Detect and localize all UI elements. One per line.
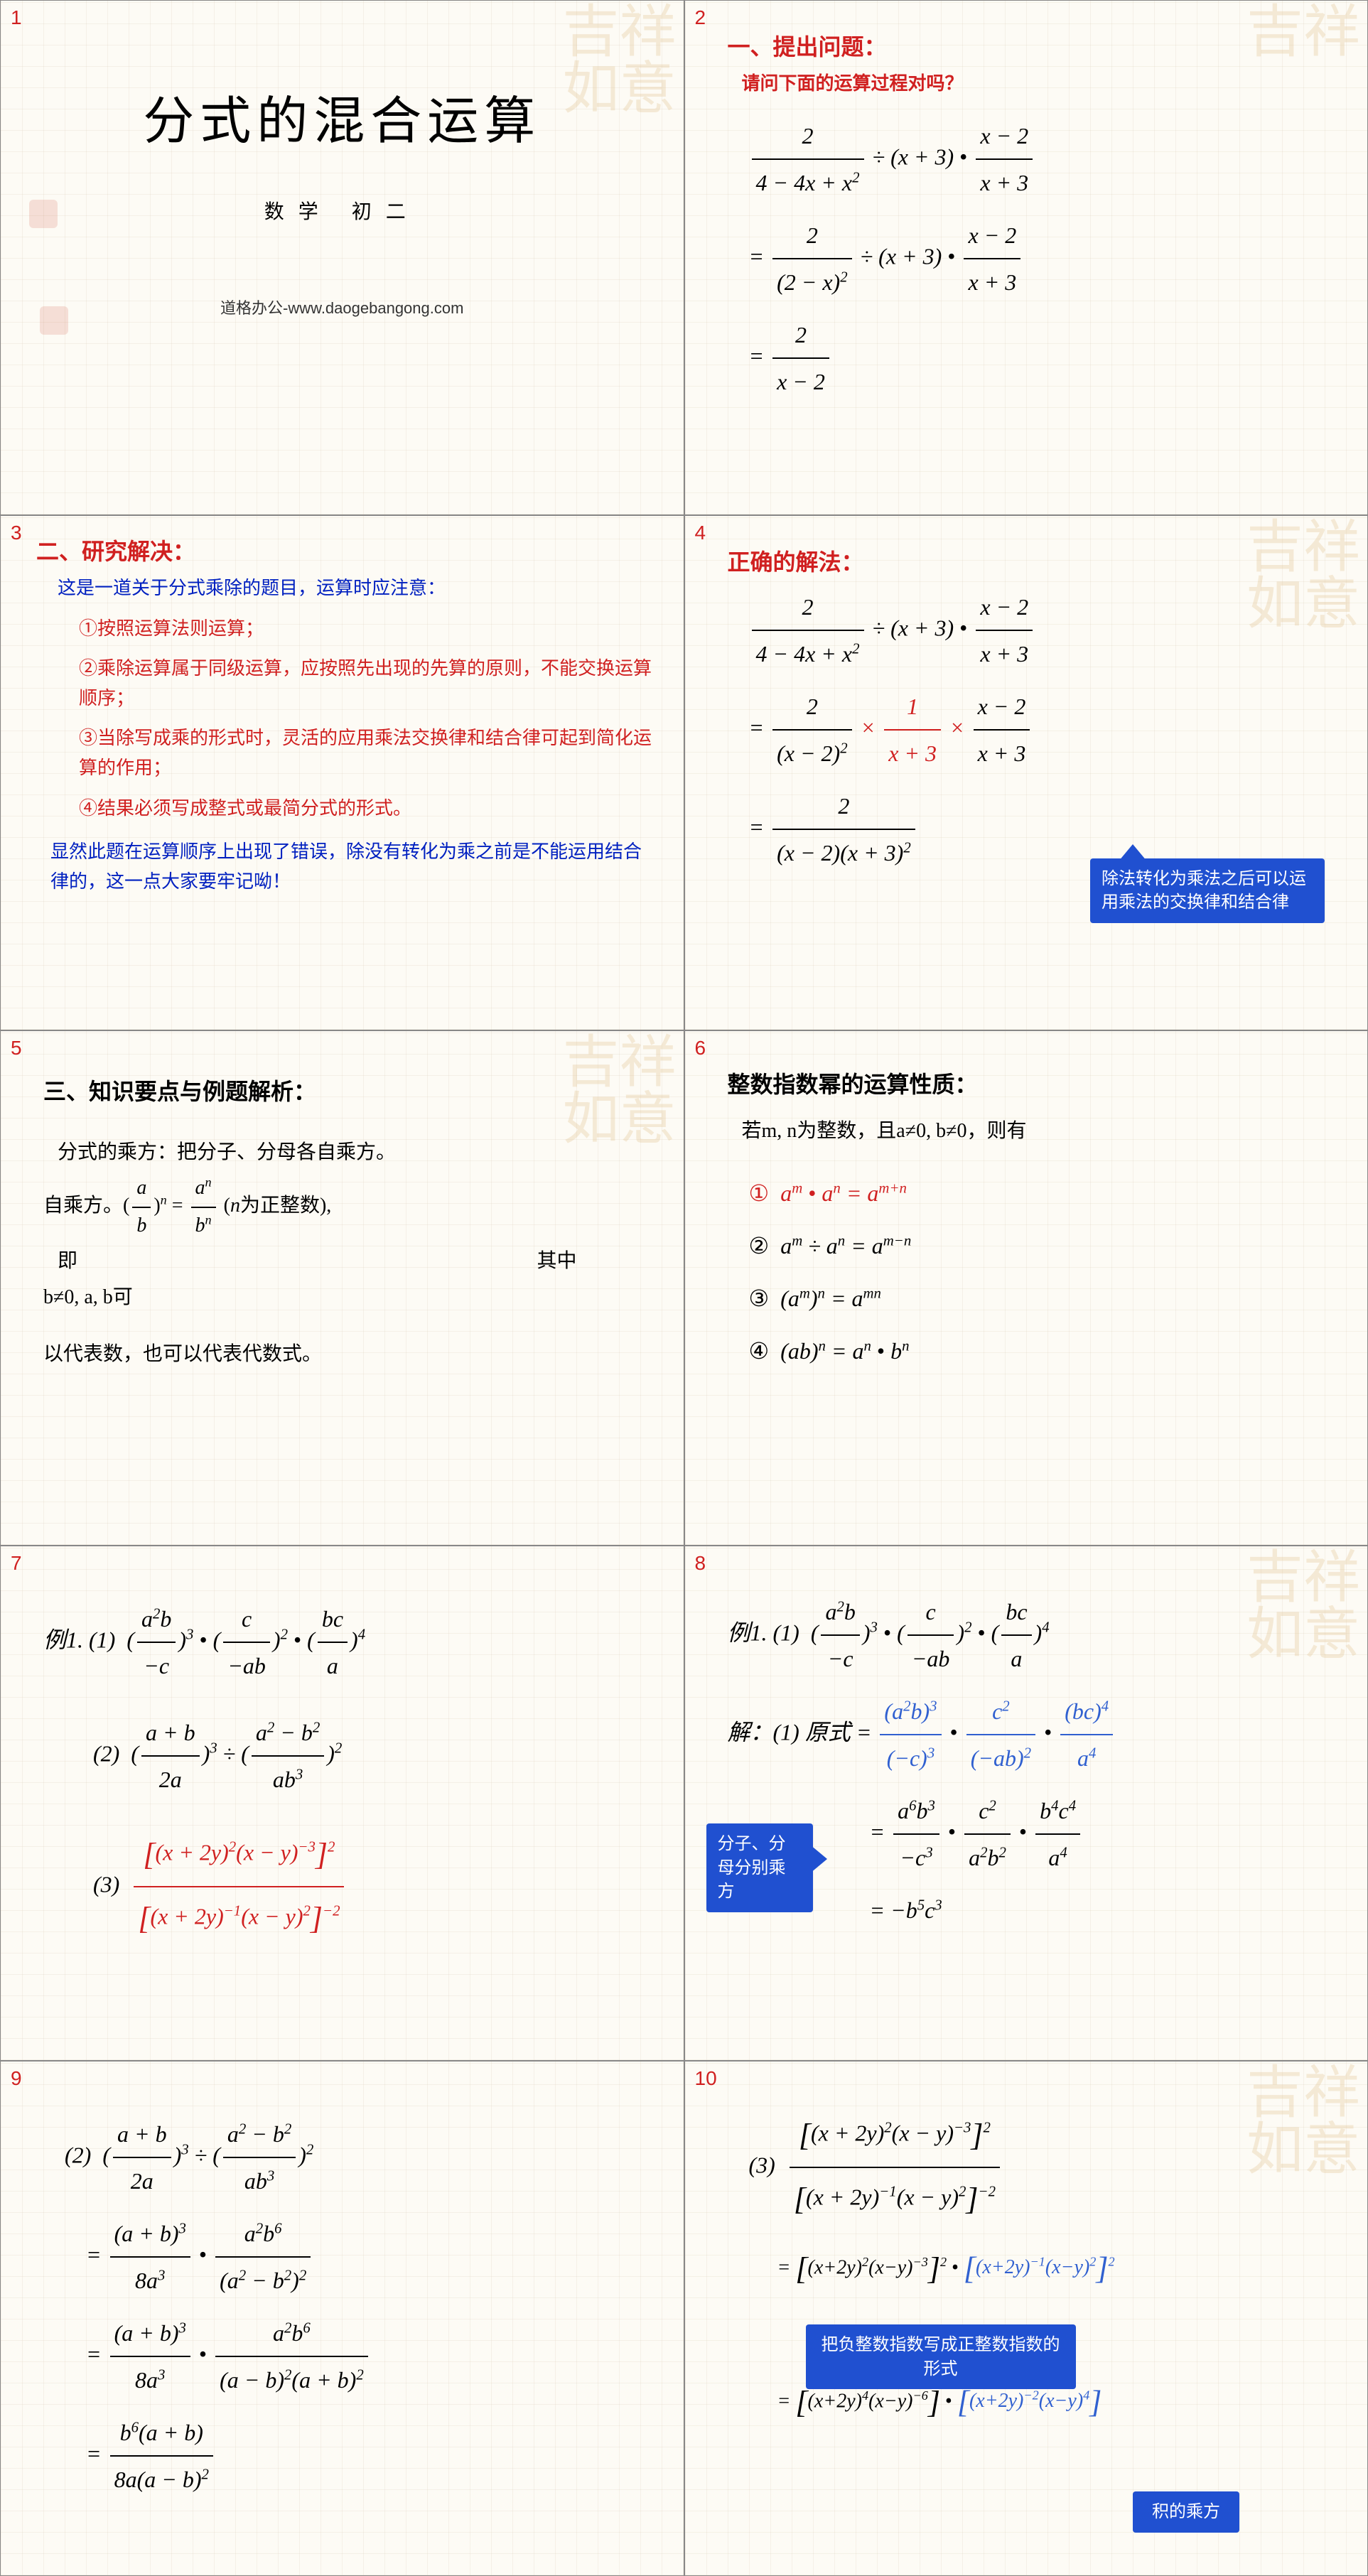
body-text: b≠0, a, b可: [43, 1280, 662, 1315]
slide-2: 2 吉祥 一、提出问题： 请问下面的运算过程对吗？ 24 − 4x + x2 ÷…: [684, 0, 1368, 515]
slide-10: 10 吉祥如意 (3) [(x + 2y)2(x − y)−3]2 [(x + …: [684, 2061, 1368, 2576]
callout-box-2: 积的乘方: [1133, 2491, 1239, 2533]
math-expression: 24 − 4x + x2 ÷ (x + 3) • x − 2x + 3: [706, 113, 1347, 205]
math-expression: = 2(2 − x)2 ÷ (x + 3) • x − 2x + 3: [706, 212, 1347, 305]
intro-text: 这是一道关于分式乘除的题目，运算时应注意：: [58, 573, 662, 603]
seal-decoration: [40, 306, 68, 335]
seal-decoration: [29, 200, 58, 228]
point-4: ④结果必须写成整式或最简分式的形式。: [79, 794, 662, 824]
conclusion-text: 显然此题在运算顺序上出现了错误，除没有转化为乘之前是不能运用结合律的，这一点大家…: [50, 837, 648, 896]
rule-1: ① am • an = am+n: [706, 1170, 1347, 1216]
solution-step: = b6(a + b)8a(a − b)2: [22, 2410, 662, 2502]
slide-number: 5: [11, 1037, 22, 1060]
subtitle: 数学 初二: [22, 196, 662, 225]
callout-box: 除法转化为乘法之后可以运用乘法的交换律和结合律: [1090, 858, 1325, 923]
solution-step: = [(x+2y)2(x−y)−3]2 • [(x+2y)−1(x−y)2]2: [706, 2238, 1347, 2300]
math-expression: = 2(x − 2)2 × 1x + 3 × x − 2x + 3: [706, 684, 1347, 776]
section-heading: 一、提出问题：: [728, 29, 1347, 62]
slide-1: 1 吉祥如意 分式的混合运算 数学 初二 道格办公-www.daogebango…: [0, 0, 684, 515]
solution-step: = (a + b)38a3 • a2b6(a2 − b2)2: [22, 2211, 662, 2303]
slide-number: 6: [695, 1037, 706, 1060]
slide-9: 9 (2) (a + b2a)3 ÷ (a2 − b2ab3)2 = (a + …: [0, 2061, 684, 2576]
body-text: 自乘方。(ab)n = anbn (n为正整数),: [43, 1170, 662, 1244]
example-3: (3) [(x + 2y)2(x − y)−3]2 [(x + 2y)−1(x …: [706, 2104, 1347, 2231]
rule-3: ③ (am)n = amn: [706, 1276, 1347, 1321]
slide-number: 9: [11, 2067, 22, 2090]
solution-step: = (a + b)38a3 • a2b6(a − b)2(a + b)2: [22, 2310, 662, 2403]
example-1-3: (3) [(x + 2y)2(x − y)−3]2 [(x + 2y)−1(x …: [22, 1823, 662, 1950]
slide-number: 4: [695, 522, 706, 544]
section-heading: 正确的解法：: [728, 544, 1347, 577]
example-2: (2) (a + b2a)3 ÷ (a2 − b2ab3)2: [22, 2111, 662, 2204]
section-heading: 二、研究解决：: [36, 534, 662, 566]
slide-4: 4 吉祥如意 正确的解法： 24 − 4x + x2 ÷ (x + 3) • x…: [684, 515, 1368, 1030]
slide-7: 7 例1. (1) (a2b−c)3 • (c−ab)2 • (bca)4 (2…: [0, 1546, 684, 2061]
point-3: ③当除写成乘的形式时，灵活的应用乘法交换律和结合律可起到简化运算的作用；: [79, 723, 662, 782]
body-text: 分式的乘方：把分子、分母各自乘方。: [58, 1135, 662, 1170]
section-heading: 三、知识要点与例题解析：: [43, 1074, 662, 1106]
slide-number: 7: [11, 1552, 22, 1575]
condition-text: 若m, n为整数，且a≠0, b≠0，则有: [742, 1114, 1347, 1149]
main-title: 分式的混合运算: [22, 79, 662, 153]
body-text: 以代表数，也可以代表代数式。: [43, 1337, 662, 1372]
slide-8: 8 吉祥如意 例1. (1) (a2b−c)3 • (c−ab)2 • (bca…: [684, 1546, 1368, 2061]
slide-number: 2: [695, 6, 706, 29]
slide-number: 10: [695, 2067, 717, 2090]
slide-3: 3 二、研究解决： 这是一道关于分式乘除的题目，运算时应注意： ①按照运算法则运…: [0, 515, 684, 1030]
slide-number: 8: [695, 1552, 706, 1575]
point-2: ②乘除运算属于同级运算，应按照先出现的先算的原则，不能交换运算顺序；: [79, 654, 662, 713]
example-1-2: (2) (a + b2a)3 ÷ (a2 − b2ab3)2: [22, 1710, 662, 1802]
slide-5: 5 吉祥如意 三、知识要点与例题解析： 分式的乘方：把分子、分母各自乘方。 自乘…: [0, 1030, 684, 1546]
rule-2: ② am ÷ an = am−n: [706, 1223, 1347, 1268]
example-header: 例1. (1) (a2b−c)3 • (c−ab)2 • (bca)4: [706, 1589, 1347, 1681]
footer-url: 道格办公-www.daogebangong.com: [22, 296, 662, 318]
math-expression: = 2x − 2: [706, 312, 1347, 404]
section-heading: 整数指数幂的运算性质：: [728, 1067, 1347, 1099]
slide-grid: 1 吉祥如意 分式的混合运算 数学 初二 道格办公-www.daogebango…: [0, 0, 1368, 2576]
slide-6: 6 整数指数幂的运算性质： 若m, n为整数，且a≠0, b≠0，则有 ① am…: [684, 1030, 1368, 1546]
example-1-1: 例1. (1) (a2b−c)3 • (c−ab)2 • (bca)4: [22, 1596, 662, 1688]
math-expression: 24 − 4x + x2 ÷ (x + 3) • x − 2x + 3: [706, 584, 1347, 677]
slide-number: 3: [11, 522, 22, 544]
slide-number: 1: [11, 6, 22, 29]
callout-box: 分子、分母分别乘方: [706, 1823, 813, 1912]
solution-step: 解：(1) 原式 = (a2b)3(−c)3 • c2(−ab)2 • (bc)…: [706, 1688, 1347, 1781]
body-text: 即 其中: [58, 1244, 662, 1279]
point-1: ①按照运算法则运算；: [79, 614, 662, 644]
rule-4: ④ (ab)n = an • bn: [706, 1328, 1347, 1374]
question-text: 请问下面的运算过程对吗？: [742, 69, 1347, 99]
callout-box-1: 把负整数指数写成正整数指数的形式: [806, 2324, 1076, 2389]
